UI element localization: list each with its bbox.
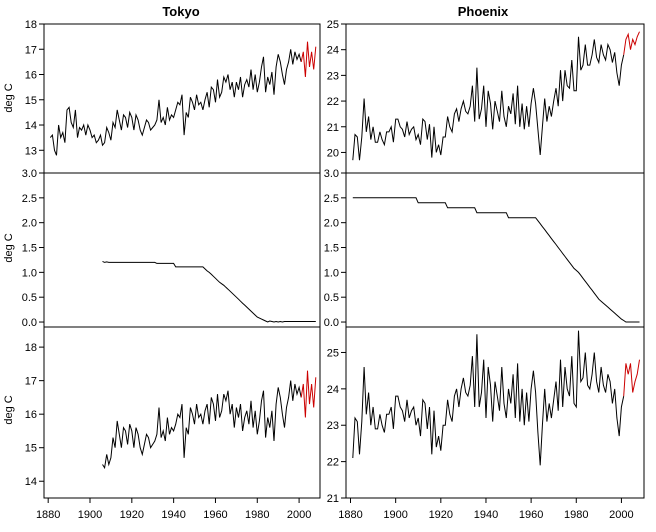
recent-series-line [623, 31, 640, 55]
y-tick-label: 24 [327, 45, 339, 57]
y-tick-label: 15 [25, 443, 37, 455]
y-tick-label: 25 [327, 347, 339, 359]
y-tick-label: 3.0 [22, 168, 37, 180]
y-tick-label: 24 [327, 384, 339, 396]
y-tick-label: 14 [25, 120, 37, 132]
y-tick-label: 18 [25, 342, 37, 354]
y-tick-label: 18 [25, 19, 37, 31]
x-tick-label: 1980 [245, 509, 269, 521]
panel-phoenix-adjusted: 21 22 23 24 25 [327, 326, 645, 505]
panel-frame [43, 172, 321, 328]
y-tick-label: 1.0 [22, 267, 37, 279]
y-tick-label: 22 [327, 96, 339, 108]
y-tick-label: 13 [25, 145, 37, 157]
y-tick-label: 0.0 [22, 317, 37, 329]
x-tick-label: 1940 [474, 509, 498, 521]
y-tick-label: 1.5 [324, 243, 339, 255]
x-tick-label: 1920 [429, 509, 453, 521]
ylabel-row-1: deg C [3, 83, 15, 112]
y-tick-label: 0.5 [22, 292, 37, 304]
y-tick-label: 25 [327, 19, 339, 31]
y-tick-label: 17 [25, 376, 37, 388]
series-line [352, 330, 625, 466]
y-tick-label: 2.0 [324, 218, 339, 230]
y-tick-label: 0.5 [324, 292, 339, 304]
y-tick-label: 23 [327, 420, 339, 432]
y-tick-label: 21 [327, 122, 339, 134]
x-tick-label: 1980 [564, 509, 588, 521]
y-tick-label: 1.0 [324, 267, 339, 279]
y-tick-label: 21 [327, 493, 339, 505]
y-tick-label: 23 [327, 70, 339, 82]
panel-tokyo-raw: 13 14 15 16 17 18 [25, 19, 321, 174]
series-line [352, 36, 625, 161]
panel-frame [345, 326, 645, 499]
y-tick-label: 1.5 [22, 243, 37, 255]
panel-frame [345, 23, 645, 174]
series-line [352, 197, 640, 323]
series-line [102, 380, 302, 470]
y-tick-label: 16 [25, 70, 37, 82]
x-tick-label: 1960 [203, 509, 227, 521]
x-tick-label: 1920 [120, 509, 144, 521]
series-line [102, 260, 316, 323]
panel-tokyo-adjustment: 0.0 0.5 1.0 1.5 2.0 2.5 3.0 [22, 168, 321, 329]
y-tick-label: 14 [25, 476, 37, 488]
panel-phoenix-raw: 20 21 22 23 24 25 [327, 19, 645, 174]
recent-series-line [623, 359, 640, 397]
y-tick-label: 22 [327, 457, 339, 469]
y-tick-label: 15 [25, 95, 37, 107]
x-tick-label: 2000 [609, 509, 633, 521]
x-tick-label: 1900 [78, 509, 102, 521]
y-tick-label: 20 [327, 147, 339, 159]
y-tick-label: 2.5 [22, 193, 37, 205]
column-title-tokyo: Tokyo [162, 4, 199, 19]
panel-phoenix-adjustment: 0.0 0.5 1.0 1.5 2.0 2.5 3.0 [324, 168, 645, 329]
y-tick-label: 0.0 [324, 317, 339, 329]
y-tick-label: 2.5 [324, 193, 339, 205]
recent-series-line [300, 370, 317, 418]
x-tick-label: 1900 [383, 509, 407, 521]
recent-series-line [300, 41, 317, 78]
y-tick-label: 2.0 [22, 218, 37, 230]
x-tick-label: 1880 [36, 509, 60, 521]
x-tick-label: 2000 [287, 509, 311, 521]
y-tick-label: 17 [25, 44, 37, 56]
y-tick-label: 16 [25, 409, 37, 421]
panel-frame [43, 326, 321, 499]
x-tick-label: 1880 [338, 509, 362, 521]
ylabel-row-3: deg C [3, 395, 15, 424]
panel-frame [345, 172, 645, 328]
panel-tokyo-adjusted: 14 15 16 17 18 [25, 326, 321, 499]
ylabel-row-2: deg C [3, 233, 15, 262]
column-title-phoenix: Phoenix [458, 4, 509, 19]
x-tick-label: 1960 [519, 509, 543, 521]
x-tick-label: 1940 [161, 509, 185, 521]
series-line [49, 49, 302, 156]
y-tick-label: 3.0 [324, 168, 339, 180]
